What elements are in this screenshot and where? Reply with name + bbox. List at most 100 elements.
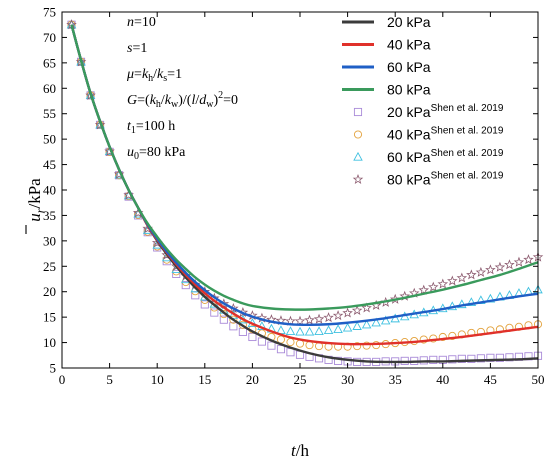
data-point <box>200 300 209 309</box>
x-tick-label: 20 <box>246 372 259 387</box>
x-tick-label: 40 <box>436 372 449 387</box>
data-point <box>304 326 315 336</box>
y-tick-label: 65 <box>43 55 56 70</box>
data-point <box>276 335 286 344</box>
data-point <box>113 168 125 179</box>
data-point <box>294 315 306 326</box>
y-axis-label-text: ur/kPa <box>25 178 47 222</box>
data-point <box>494 261 506 272</box>
legend-label: 80 kPaShen et al. 2019 <box>387 171 504 188</box>
data-point <box>276 345 286 354</box>
data-point <box>285 326 296 336</box>
data-point <box>76 56 86 66</box>
y-tick-label: 10 <box>43 335 56 350</box>
plot-frame <box>61 11 539 369</box>
legend-swatch-marker <box>352 173 364 184</box>
data-point <box>85 90 96 100</box>
data-point <box>513 256 525 267</box>
legend-item: 40 kPaShen et al. 2019 <box>353 126 504 143</box>
data-point <box>466 297 477 307</box>
y-tick-label: 75 <box>43 5 56 20</box>
data-point <box>476 354 485 363</box>
data-point <box>504 259 515 270</box>
data-point <box>351 304 363 316</box>
y-tick-label: 20 <box>43 284 56 299</box>
legend-label: 60 kPa <box>387 59 431 75</box>
legend-swatch-marker <box>353 107 363 117</box>
data-point <box>94 119 106 130</box>
data-point <box>380 315 391 325</box>
y-tick-label: 70 <box>43 30 56 45</box>
data-point <box>248 332 257 342</box>
data-point <box>466 269 477 280</box>
x-tick-label: 15 <box>198 372 211 387</box>
legend-item: 20 kPa <box>342 14 431 30</box>
legend-swatch-marker <box>353 130 363 139</box>
data-point <box>428 281 439 292</box>
legend: 20 kPa 40 kPa 60 kPa 80 kPa 20 kPaShen et al… <box>342 14 504 188</box>
param-line: u0=80 kPa <box>127 145 186 162</box>
data-point <box>429 355 438 364</box>
x-tick-label: 45 <box>484 372 497 387</box>
legend-item: 80 kPa <box>342 82 431 98</box>
data-point <box>361 302 372 313</box>
data-point <box>172 269 181 278</box>
data-point <box>361 319 372 329</box>
data-point <box>332 310 344 321</box>
data-point <box>323 312 334 323</box>
data-point <box>323 325 334 335</box>
data-point <box>418 284 430 295</box>
axes: 0 5 10 15 20 25 30 35 40 45 5051015202530354045505… <box>25 5 545 461</box>
x-tick-label: 5 <box>106 372 113 387</box>
data-point <box>457 354 466 363</box>
data-point <box>276 325 286 335</box>
data-point <box>342 322 353 332</box>
data-point <box>314 326 324 336</box>
legend-label: 20 kPa <box>387 14 431 30</box>
data-point <box>238 327 247 336</box>
data-point <box>219 315 228 324</box>
data-point <box>104 145 115 156</box>
y-axis-label: ur/kPa <box>25 178 47 234</box>
data-point <box>456 272 468 283</box>
x-tick-label: 30 <box>341 372 354 387</box>
y-tick-label: 25 <box>43 259 56 274</box>
x-tick-label: 35 <box>389 372 402 387</box>
data-point <box>467 354 476 363</box>
data-point <box>486 353 495 362</box>
data-point <box>437 278 449 289</box>
y-tick-label: 40 <box>43 183 56 198</box>
data-point <box>210 308 219 317</box>
y-tick-label: 30 <box>43 233 56 248</box>
legend-item: 20 kPaShen et al. 2019 <box>353 103 504 120</box>
data-point <box>352 321 362 330</box>
legend-label: 20 kPaShen et al. 2019 <box>387 103 504 120</box>
data-point <box>313 313 325 324</box>
x-axis-label: t/h <box>291 441 309 460</box>
data-point <box>505 353 514 362</box>
parameter-annotations: n=10 s=1 μ=kh/ks=1 G=(kh/kw)/(l/dw)2=0 t1=10… <box>126 15 238 162</box>
x-tick-label: 10 <box>151 372 164 387</box>
data-point <box>286 338 295 347</box>
legend-item: 60 kPa <box>342 59 431 75</box>
legend-label: 40 kPaShen et al. 2019 <box>387 126 504 143</box>
legend-item: 60 kPaShen et al. 2019 <box>353 148 504 165</box>
data-point <box>304 314 315 325</box>
data-point <box>229 322 238 331</box>
data-point <box>447 275 458 286</box>
data-point <box>438 332 447 342</box>
data-point <box>362 341 371 350</box>
legend-label: 80 kPa <box>387 82 431 98</box>
data-point <box>295 326 305 336</box>
y-tick-label: 50 <box>43 132 56 147</box>
data-point <box>342 307 353 318</box>
data-point <box>333 324 343 333</box>
x-tick-label: 50 <box>532 372 545 387</box>
param-line: G=(kh/kw)/(l/dw)2=0 <box>127 90 238 110</box>
param-line: n=10 <box>127 15 156 30</box>
y-tick-label: 15 <box>43 310 56 325</box>
param-line: μ=kh/ks=1 <box>126 67 182 84</box>
data-point <box>181 281 190 290</box>
data-point <box>485 264 496 275</box>
